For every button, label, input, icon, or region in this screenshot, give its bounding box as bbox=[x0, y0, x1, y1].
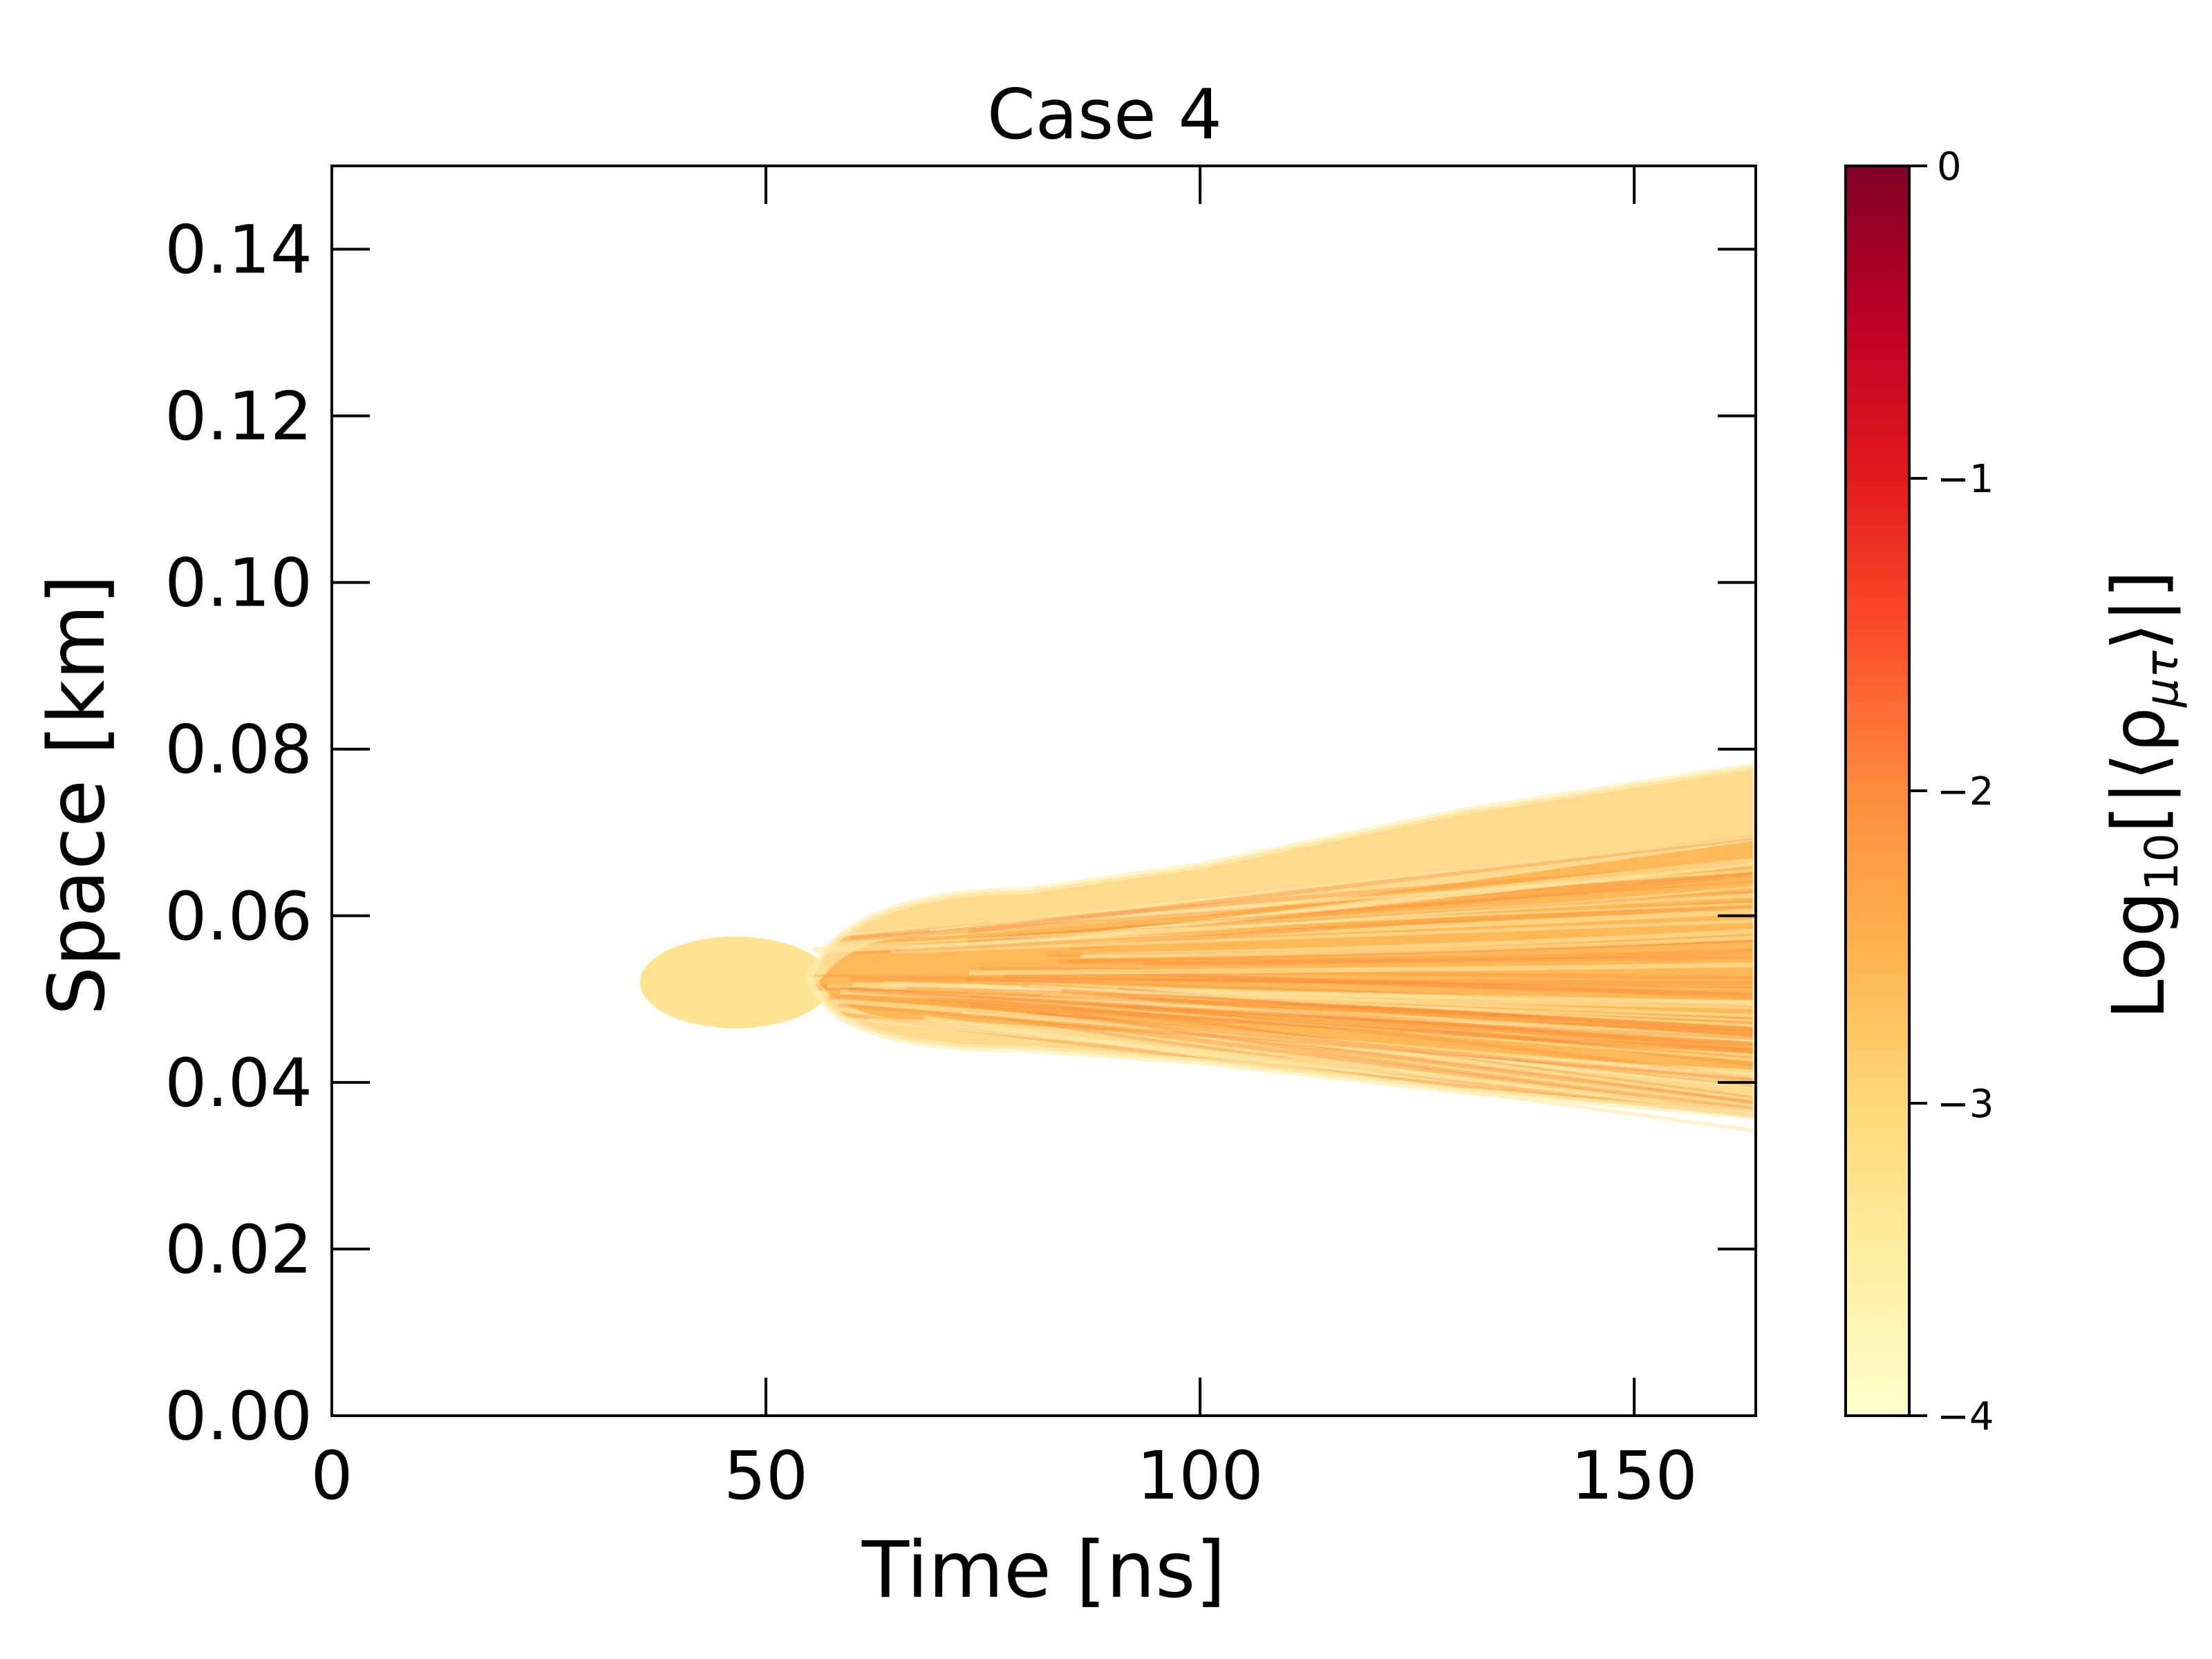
colorbar-label-suffix: [|⟨ρ bbox=[2097, 707, 2181, 833]
plume-streak bbox=[970, 1003, 1756, 1082]
y-tick-label: 0.14 bbox=[165, 212, 312, 289]
colorbar-label-end: ⟩|] bbox=[2097, 570, 2181, 650]
chart-title: Case 4 bbox=[987, 74, 1222, 155]
plume-streak bbox=[838, 997, 1756, 1080]
plume-streak bbox=[812, 984, 1756, 1022]
plume-streak bbox=[1142, 971, 1756, 996]
colorbar-tick-label: −4 bbox=[1937, 1394, 1994, 1439]
y-tick-label: 0.10 bbox=[165, 545, 312, 622]
plume-streak bbox=[1080, 935, 1756, 959]
plume-streak bbox=[968, 834, 1756, 934]
colorbar-label-sub2: μτ bbox=[2135, 650, 2188, 708]
plume-streak bbox=[815, 902, 1756, 949]
plume-streak bbox=[1038, 885, 1756, 941]
plume-streak bbox=[969, 962, 1756, 975]
plume-streak bbox=[851, 977, 1756, 985]
plume-streak bbox=[929, 835, 1756, 932]
colorbar-tick-label: 0 bbox=[1937, 144, 1962, 189]
y-tick-label: 0.02 bbox=[165, 1211, 312, 1288]
plume-streak bbox=[890, 919, 1756, 954]
plume-streak bbox=[1083, 928, 1756, 957]
plume-streak bbox=[840, 989, 1756, 1042]
x-tick-label: 150 bbox=[1571, 1437, 1698, 1515]
plume-streak bbox=[1143, 955, 1756, 966]
plume-streak bbox=[809, 974, 1756, 989]
colorbar-ticks: 0 −1 −2 −3 −4 bbox=[1909, 144, 1994, 1439]
y-tick-label: 0.12 bbox=[165, 378, 312, 456]
plume-streak bbox=[836, 870, 1756, 942]
colorbar-tick-label: −3 bbox=[1937, 1082, 1994, 1127]
plume-streak bbox=[905, 985, 1756, 1033]
plume-streak bbox=[1007, 880, 1756, 937]
plume-streak bbox=[971, 995, 1756, 1046]
plume-streak bbox=[1071, 1012, 1756, 1111]
colorbar bbox=[1844, 165, 1911, 1417]
plume-streak bbox=[962, 1011, 1756, 1089]
plume-streak bbox=[1121, 1009, 1756, 1099]
heatmap-area bbox=[639, 762, 1756, 1133]
y-tick-label: 0.04 bbox=[165, 1044, 312, 1122]
heatmap-plume bbox=[639, 762, 1756, 1133]
plume-streak bbox=[1071, 862, 1756, 937]
colorbar-label-prefix: Log bbox=[2097, 891, 2181, 1020]
x-tick-label: 100 bbox=[1136, 1437, 1263, 1515]
plume-streak bbox=[1004, 972, 1756, 1000]
plume-streak bbox=[867, 1017, 1756, 1114]
plume-streak bbox=[903, 892, 1756, 953]
plume-streak bbox=[1120, 993, 1756, 1067]
x-axis-label: Time [ns] bbox=[861, 1526, 1226, 1615]
y-axis-ticks: 0.00 0.02 0.04 0.06 0.08 0.10 0.12 0.14 bbox=[165, 212, 1756, 1455]
y-axis-label: Space [km] bbox=[32, 574, 122, 1015]
y-tick-label: 0.06 bbox=[165, 878, 312, 955]
plume-streak bbox=[848, 987, 1756, 1047]
colorbar-tick-label: −2 bbox=[1937, 769, 1994, 814]
colorbar-label: Log10[|⟨ρμτ⟩|] bbox=[2097, 570, 2188, 1020]
plume-streak bbox=[1069, 939, 1756, 963]
plume-streak bbox=[852, 982, 1756, 1005]
plume-streak bbox=[853, 904, 1756, 955]
plume-edge bbox=[805, 762, 1756, 1120]
plume-streak bbox=[967, 871, 1756, 943]
x-tick-label: 0 bbox=[310, 1437, 353, 1515]
plume-streak bbox=[1028, 984, 1756, 1027]
plume-streak bbox=[829, 993, 1756, 1054]
plume-streak bbox=[1006, 999, 1756, 1062]
x-axis-ticks: 0 50 100 150 bbox=[310, 166, 1698, 1515]
y-tick-label: 0.08 bbox=[165, 711, 312, 789]
plume-streak bbox=[827, 984, 1756, 1022]
x-tick-label: 50 bbox=[724, 1437, 808, 1515]
plume-streak bbox=[840, 986, 1756, 1040]
plume-streak bbox=[1060, 988, 1756, 1051]
colorbar-label-subscript: 10 bbox=[2135, 833, 2188, 891]
plume-streak bbox=[1058, 948, 1756, 964]
plot-frame bbox=[330, 165, 1757, 1417]
plume-leading-lobe bbox=[639, 936, 832, 1029]
plume-streak bbox=[812, 908, 1756, 954]
y-tick-label: 0.00 bbox=[165, 1378, 312, 1455]
colorbar-tick-label: −1 bbox=[1937, 457, 1994, 502]
